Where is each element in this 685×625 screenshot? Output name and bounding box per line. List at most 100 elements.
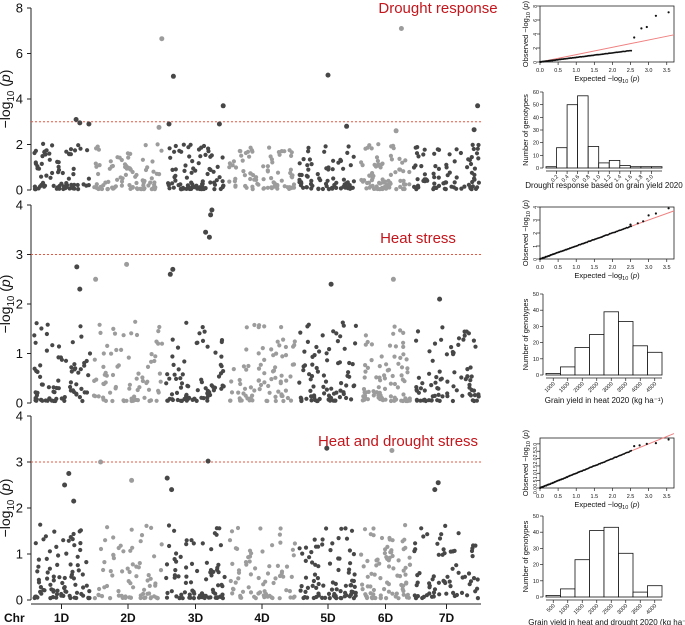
histogram-bar: [577, 95, 589, 169]
snp-point: [72, 595, 77, 600]
snp-point: [351, 552, 356, 557]
snp-point: [388, 394, 393, 399]
qq-expected-line: [539, 34, 675, 63]
snp-point: [386, 589, 391, 594]
snp-point: [378, 181, 383, 186]
snp-point: [460, 393, 465, 398]
snp-point: [405, 370, 410, 375]
peak-snp-point: [324, 445, 330, 451]
histogram-bar: [560, 588, 576, 598]
snp-point: [202, 329, 207, 334]
snp-point: [267, 145, 272, 150]
snp-point: [404, 357, 409, 362]
snp-point: [164, 595, 170, 600]
snp-point: [261, 582, 266, 587]
snp-point: [284, 588, 289, 593]
snp-point: [439, 337, 444, 342]
snp-point: [312, 395, 317, 400]
snp-point: [60, 170, 65, 176]
snp-point: [320, 595, 325, 601]
snp-point: [315, 172, 320, 177]
snp-point: [196, 161, 201, 166]
snp-point: [314, 585, 319, 591]
snp-point: [405, 593, 410, 599]
snp-point: [189, 561, 195, 567]
snp-point: [252, 177, 257, 182]
qq-x-tick-label: 1.5: [590, 494, 598, 500]
snp-point: [60, 580, 65, 586]
snp-point: [149, 359, 154, 364]
snp-point: [466, 182, 471, 187]
snp-point: [312, 353, 317, 358]
snp-point: [375, 557, 380, 562]
snp-point: [415, 177, 420, 182]
snp-point: [352, 383, 357, 388]
snp-point: [407, 555, 412, 560]
snp-point: [256, 591, 261, 596]
qq-plot-heatdrought: 0.0 0.5 1.0 1.5 2.0 2.5 3.0 3.50.00.51.01.52.02…: [521, 429, 675, 511]
snp-point: [38, 184, 43, 189]
snp-point: [262, 595, 267, 600]
snp-point: [47, 151, 52, 156]
snp-point: [237, 148, 242, 154]
snp-point: [151, 169, 156, 174]
snp-point: [378, 596, 383, 601]
snp-point: [98, 330, 103, 335]
snp-point: [342, 346, 347, 351]
peak-snp-point: [220, 103, 226, 109]
snp-point: [238, 595, 243, 600]
snp-point: [71, 172, 76, 177]
snp-point: [407, 397, 412, 402]
snp-point: [41, 587, 46, 593]
snp-point: [400, 377, 405, 382]
snp-point: [86, 183, 91, 188]
snp-point: [76, 370, 81, 375]
snp-point: [260, 346, 265, 351]
snp-point: [47, 157, 52, 162]
snp-point: [221, 369, 226, 374]
snp-point: [388, 172, 393, 177]
snp-point: [326, 591, 332, 597]
peak-snp-point: [398, 26, 404, 31]
snp-point: [400, 160, 405, 165]
snp-point: [167, 146, 172, 151]
snp-point: [215, 567, 220, 573]
snp-point: [198, 154, 203, 159]
snp-point: [337, 556, 342, 561]
snp-point: [131, 398, 136, 403]
snp-point: [467, 157, 472, 163]
snp-point: [334, 331, 339, 336]
snp-point: [308, 388, 313, 393]
snp-point: [431, 590, 437, 595]
snp-point: [265, 169, 270, 174]
snp-point: [269, 377, 274, 382]
snp-point: [341, 166, 346, 171]
snp-point: [134, 376, 139, 381]
hist-x-tick-label: 1.0: [592, 174, 602, 184]
snp-point: [277, 596, 282, 601]
snp-point: [298, 588, 303, 593]
snp-point: [205, 398, 210, 403]
snp-point: [157, 371, 162, 376]
histogram-bar: [618, 552, 634, 598]
snp-point: [165, 590, 170, 596]
snp-point: [184, 565, 189, 570]
snp-point: [147, 583, 152, 589]
snp-point: [256, 378, 261, 383]
snp-point: [36, 557, 42, 562]
snp-point: [330, 541, 335, 546]
snp-point: [242, 386, 248, 391]
snp-point: [164, 381, 169, 386]
snp-point: [179, 592, 184, 597]
snp-point: [345, 150, 350, 155]
snp-point: [195, 186, 200, 191]
snp-point: [220, 155, 225, 160]
snp-point: [208, 180, 213, 185]
snp-point: [105, 186, 110, 192]
snp-point: [456, 570, 461, 575]
snp-point: [465, 593, 470, 598]
snp-point: [305, 339, 310, 344]
histogram-bar: [545, 595, 561, 598]
peak-snp-point: [129, 477, 135, 483]
snp-point: [99, 594, 105, 599]
